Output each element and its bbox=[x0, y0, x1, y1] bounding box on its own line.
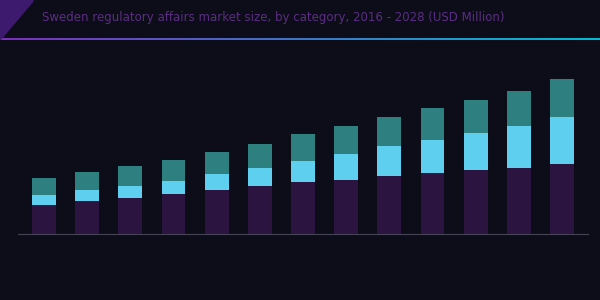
Bar bbox=[32, 178, 56, 196]
Bar bbox=[291, 161, 315, 182]
Bar bbox=[118, 166, 142, 186]
Bar bbox=[248, 168, 272, 186]
Bar bbox=[248, 186, 272, 234]
Bar bbox=[161, 160, 185, 181]
Bar bbox=[377, 117, 401, 146]
Bar bbox=[507, 126, 531, 168]
Bar bbox=[161, 181, 185, 194]
Bar bbox=[118, 186, 142, 198]
Bar bbox=[421, 173, 445, 234]
Bar bbox=[334, 180, 358, 234]
Bar bbox=[507, 168, 531, 234]
Bar bbox=[205, 152, 229, 174]
Bar bbox=[334, 126, 358, 154]
Bar bbox=[377, 176, 401, 234]
Bar bbox=[118, 198, 142, 234]
Bar bbox=[161, 194, 185, 234]
Bar bbox=[334, 154, 358, 180]
Bar bbox=[75, 172, 99, 190]
Bar bbox=[75, 201, 99, 234]
Bar bbox=[550, 79, 574, 117]
Bar bbox=[32, 205, 56, 234]
Bar bbox=[75, 190, 99, 201]
Bar bbox=[421, 140, 445, 173]
Bar bbox=[205, 190, 229, 234]
Bar bbox=[421, 108, 445, 140]
Bar bbox=[32, 196, 56, 205]
Bar bbox=[291, 182, 315, 234]
Bar bbox=[550, 164, 574, 234]
Bar bbox=[205, 174, 229, 190]
Bar bbox=[464, 100, 488, 133]
Bar bbox=[291, 134, 315, 161]
Bar bbox=[550, 117, 574, 164]
Bar bbox=[464, 133, 488, 170]
Bar bbox=[248, 144, 272, 168]
Bar bbox=[507, 91, 531, 126]
Bar bbox=[377, 146, 401, 176]
Text: Sweden regulatory affairs market size, by category, 2016 - 2028 (USD Million): Sweden regulatory affairs market size, b… bbox=[42, 11, 505, 23]
Bar bbox=[464, 170, 488, 234]
